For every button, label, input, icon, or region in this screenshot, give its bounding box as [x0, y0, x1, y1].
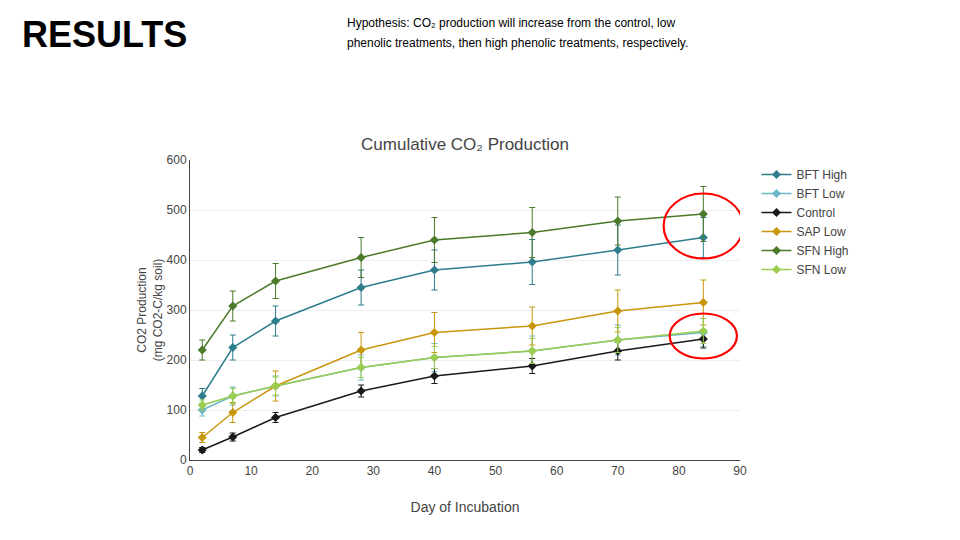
svg-text:10: 10 — [244, 464, 258, 478]
svg-text:400: 400 — [167, 253, 187, 267]
svg-text:SAP Low: SAP Low — [797, 225, 846, 239]
svg-text:600: 600 — [167, 153, 187, 167]
svg-text:0: 0 — [180, 453, 187, 467]
svg-text:Control: Control — [797, 206, 836, 220]
svg-text:50: 50 — [489, 464, 503, 478]
svg-text:SFN Low: SFN Low — [797, 263, 847, 277]
svg-text:RESULTS: RESULTS — [22, 14, 187, 55]
svg-text:BFT Low: BFT Low — [797, 187, 845, 201]
svg-text:80: 80 — [672, 464, 686, 478]
svg-text:CO2 Production(mg CO2-C/kg soi: CO2 Production(mg CO2-C/kg soil) — [135, 259, 165, 362]
svg-text:40: 40 — [428, 464, 442, 478]
svg-text:300: 300 — [167, 303, 187, 317]
svg-text:Day of Incubation: Day of Incubation — [411, 499, 520, 515]
svg-text:phenolic treatments, then high: phenolic treatments, then high phenolic … — [347, 36, 688, 50]
svg-text:500: 500 — [167, 203, 187, 217]
svg-text:90: 90 — [733, 464, 747, 478]
svg-text:30: 30 — [367, 464, 381, 478]
svg-text:Hypothesis: CO₂ production wil: Hypothesis: CO₂ production will increase… — [347, 16, 675, 30]
svg-text:20: 20 — [306, 464, 320, 478]
svg-text:Cumulative CO₂ Production: Cumulative CO₂ Production — [361, 135, 569, 154]
svg-text:0: 0 — [187, 464, 194, 478]
svg-text:70: 70 — [611, 464, 625, 478]
svg-text:200: 200 — [167, 353, 187, 367]
svg-text:BFT High: BFT High — [797, 168, 847, 182]
svg-text:100: 100 — [167, 403, 187, 417]
svg-text:60: 60 — [550, 464, 564, 478]
svg-text:SFN High: SFN High — [797, 244, 849, 258]
